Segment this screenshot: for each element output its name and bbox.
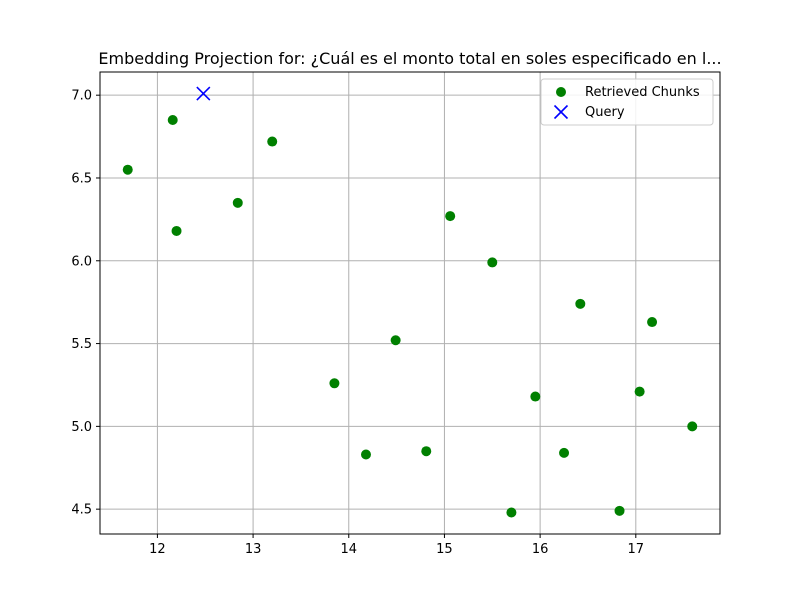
x-tick-label: 15 <box>436 542 453 557</box>
retrieved-chunk-point <box>122 164 133 175</box>
retrieved-chunk-point <box>647 317 658 328</box>
retrieved-chunk-point <box>530 391 541 402</box>
axis-ticks: 12 13 14 15 16 17 4.5 5.0 5.5 6.0 6.5 7.0 <box>71 89 644 557</box>
retrieved-chunk-point <box>390 335 401 346</box>
retrieved-chunk-point <box>167 115 178 126</box>
y-tick-label: 4.5 <box>71 503 92 518</box>
x-tick-label: 12 <box>149 542 166 557</box>
legend-box <box>540 78 714 126</box>
retrieved-chunk-point <box>687 421 698 432</box>
legend-label-retrieved-chunks: Retrieved Chunks <box>585 85 700 100</box>
retrieved-chunk-point <box>559 447 570 458</box>
legend-marker-query <box>553 104 569 120</box>
retrieved-chunk-point <box>232 197 243 208</box>
retrieved-chunk-point <box>634 386 645 397</box>
query-point <box>196 86 211 101</box>
legend-marker-retrieved-chunks <box>556 87 566 97</box>
grid <box>100 72 720 534</box>
x-tick-label: 14 <box>340 542 357 557</box>
retrieved-chunk-point <box>329 378 340 389</box>
y-tick-label: 6.0 <box>71 254 92 269</box>
x-tick-label: 16 <box>532 542 549 557</box>
chart-title: Embedding Projection for: ¿Cuál es el mo… <box>98 49 721 68</box>
retrieved-chunk-point <box>267 136 278 147</box>
retrieved-chunk-point <box>487 257 498 268</box>
y-tick-label: 7.0 <box>71 89 92 104</box>
data-points <box>122 86 698 518</box>
legend-label-query: Query <box>585 105 625 120</box>
retrieved-chunk-point <box>506 507 517 518</box>
y-tick-label: 5.5 <box>71 337 92 352</box>
retrieved-chunk-point <box>575 298 586 309</box>
y-tick-label: 6.5 <box>71 171 92 186</box>
x-tick-label: 17 <box>628 542 645 557</box>
retrieved-chunk-point <box>171 225 182 236</box>
y-tick-label: 5.0 <box>71 420 92 435</box>
retrieved-chunk-point <box>421 446 432 457</box>
retrieved-chunk-point <box>360 449 371 460</box>
plot-frame <box>99 71 721 535</box>
retrieved-chunk-point <box>614 505 625 516</box>
legend: Retrieved Chunks Query <box>540 78 714 126</box>
retrieved-chunk-point <box>445 211 456 222</box>
x-tick-label: 13 <box>245 542 262 557</box>
